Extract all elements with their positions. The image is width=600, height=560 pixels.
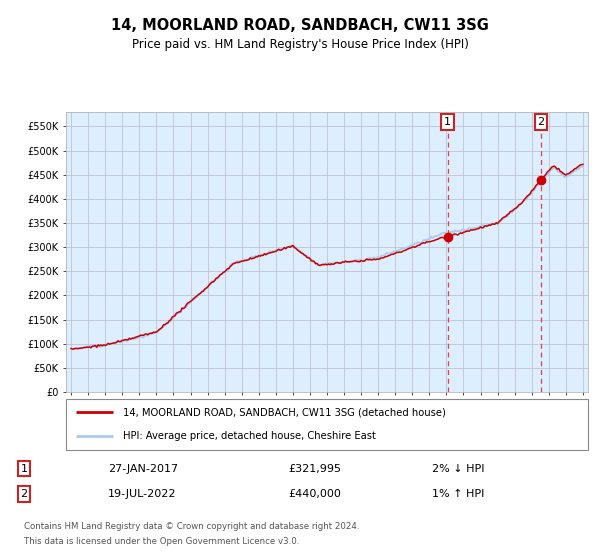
Text: £321,995: £321,995 (288, 464, 341, 474)
Text: 19-JUL-2022: 19-JUL-2022 (108, 489, 176, 499)
Text: 1: 1 (444, 117, 451, 127)
Text: This data is licensed under the Open Government Licence v3.0.: This data is licensed under the Open Gov… (24, 537, 299, 546)
Text: £440,000: £440,000 (288, 489, 341, 499)
Text: 1: 1 (20, 464, 28, 474)
Text: 2% ↓ HPI: 2% ↓ HPI (432, 464, 485, 474)
Text: 14, MOORLAND ROAD, SANDBACH, CW11 3SG (detached house): 14, MOORLAND ROAD, SANDBACH, CW11 3SG (d… (124, 408, 446, 418)
FancyBboxPatch shape (66, 399, 588, 450)
Text: Contains HM Land Registry data © Crown copyright and database right 2024.: Contains HM Land Registry data © Crown c… (24, 522, 359, 531)
Text: 2: 2 (20, 489, 28, 499)
Text: HPI: Average price, detached house, Cheshire East: HPI: Average price, detached house, Ches… (124, 431, 376, 441)
Text: Price paid vs. HM Land Registry's House Price Index (HPI): Price paid vs. HM Land Registry's House … (131, 38, 469, 52)
Text: 14, MOORLAND ROAD, SANDBACH, CW11 3SG: 14, MOORLAND ROAD, SANDBACH, CW11 3SG (111, 18, 489, 32)
Text: 2: 2 (538, 117, 545, 127)
Text: 1% ↑ HPI: 1% ↑ HPI (432, 489, 484, 499)
Text: 27-JAN-2017: 27-JAN-2017 (108, 464, 178, 474)
